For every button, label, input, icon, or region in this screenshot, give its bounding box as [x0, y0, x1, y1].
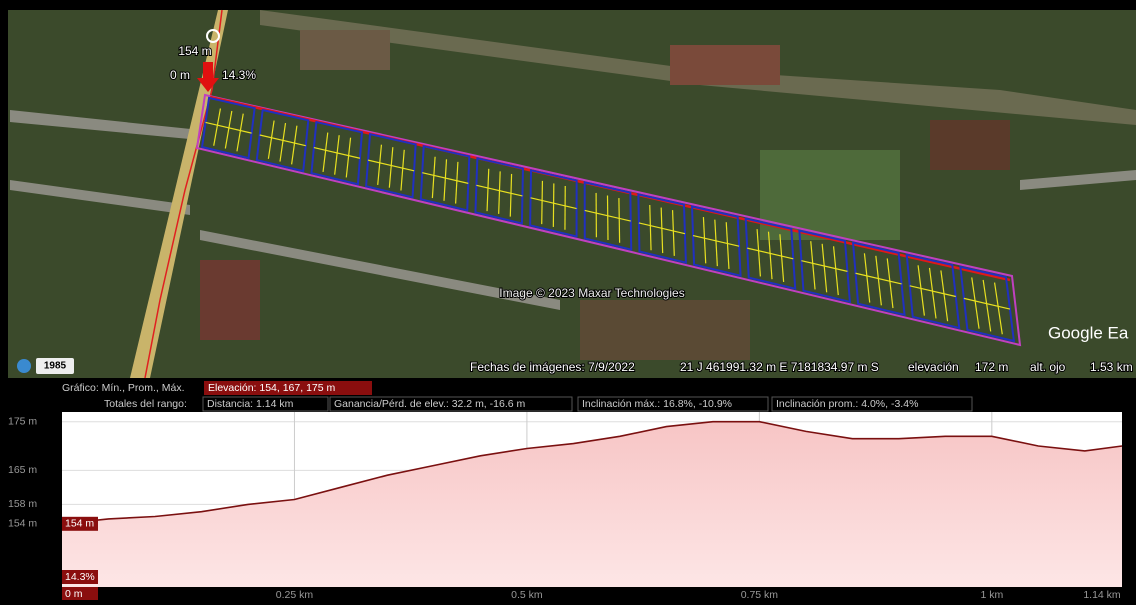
x-tick-label: 0.25 km	[276, 589, 314, 600]
lot-line	[608, 196, 609, 241]
cursor-label: 0 m	[65, 588, 83, 600]
avg-slope-stat: Inclinación prom.: 4.0%, -3.4%	[776, 398, 918, 410]
google-logo: Google Ea	[1048, 323, 1129, 342]
historical-year: 1985	[44, 361, 67, 372]
stats-bar: Gráfico: Mín., Prom., Máx. Elevación: 15…	[62, 381, 972, 411]
x-tick-label: 1 km	[980, 589, 1003, 600]
x-tick-label: 0.5 km	[511, 589, 543, 600]
history-icon[interactable]	[17, 359, 31, 373]
field	[200, 260, 260, 340]
y-tick-label: 158 m	[8, 498, 37, 510]
cursor-label: 14.3%	[65, 571, 95, 583]
field	[930, 120, 1010, 170]
elevation-value: 172 m	[975, 360, 1008, 374]
image-date: Fechas de imágenes: 7/9/2022	[470, 360, 635, 374]
x-tick-label: 1.14 km	[1083, 589, 1121, 600]
elevation-stat: Elevación: 154, 167, 175 m	[208, 382, 336, 394]
y-tick-label: 154 m	[8, 518, 37, 530]
lot-line	[619, 198, 620, 243]
marker-slope: 14.3%	[222, 68, 256, 82]
map-view[interactable]: 154 m 0 m 14.3% Image © 2023 Maxar Techn…	[8, 10, 1136, 378]
lot-line	[553, 183, 554, 227]
field	[580, 300, 750, 360]
field	[300, 30, 390, 70]
google-earth-window: 154 m 0 m 14.3% Image © 2023 Maxar Techn…	[0, 0, 1136, 600]
eye-altitude-value: 1.53 km	[1090, 360, 1133, 374]
gain-loss-stat: Ganancia/Pérd. de elev.: 32.2 m, -16.6 m	[334, 398, 525, 410]
marker-elevation: 154 m	[178, 44, 211, 58]
totals-label: Totales del rango:	[104, 398, 187, 410]
field	[670, 45, 780, 85]
y-tick-label: 175 m	[8, 416, 37, 428]
max-slope-stat: Inclinación máx.: 16.8%, -10.9%	[582, 398, 732, 410]
y-tick-label: 165 m	[8, 464, 37, 476]
imagery-credit: Image © 2023 Maxar Technologies	[499, 286, 684, 300]
eye-altitude-label: alt. ojo	[1030, 360, 1066, 374]
lot-line	[542, 181, 543, 224]
distance-stat: Distancia: 1.14 km	[207, 398, 294, 410]
marker-distance: 0 m	[170, 68, 190, 82]
cursor-label: 154 m	[65, 518, 94, 530]
x-tick-label: 0.75 km	[741, 589, 779, 600]
elevation-label: elevación	[908, 360, 959, 374]
graph-label: Gráfico: Mín., Prom., Máx.	[62, 382, 185, 394]
coordinates: 21 J 461991.32 m E 7181834.97 m S	[680, 360, 879, 374]
